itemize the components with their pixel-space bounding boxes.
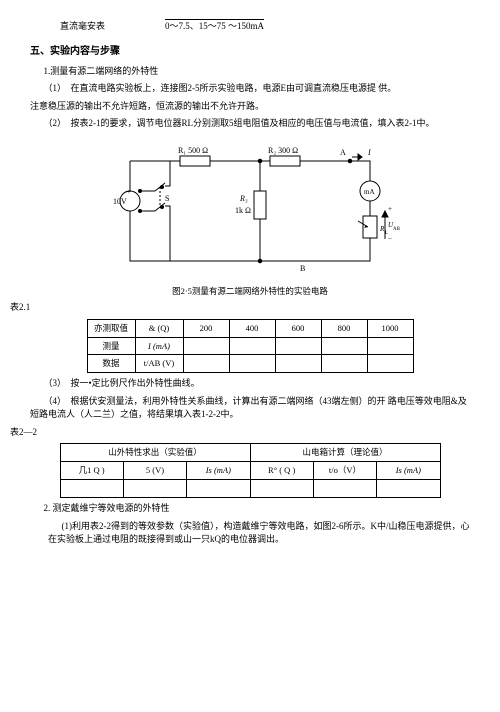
table-2-2-label: 表2—2 [10, 426, 470, 440]
t1-r1c1: 亦测取值 [87, 319, 135, 337]
t2-c3: Is (mA) [187, 462, 250, 480]
p1-note: 注意稳压源的输出不允许短路，恒流源的输出不允许开路。 [30, 100, 470, 114]
t1-r3c1: 数据 [87, 355, 135, 373]
t1-r1c4: 400 [229, 319, 275, 337]
label-a: A [340, 148, 346, 157]
p3: （3） 按一•定比例尺作出外特性曲线。 [30, 377, 470, 391]
t1-r3c2: t/AB (V) [135, 355, 183, 373]
src-plus: + [127, 188, 131, 196]
section-5-title: 五、实验内容与步骤 [30, 44, 470, 59]
t2-c5: t/o（V） [313, 462, 376, 480]
p1-2: （2） 按表2-1的要求，调节电位器RL分别测取5组电阻值及相应的电压值与电流值… [30, 117, 470, 131]
circuit-caption: 图2·5测量有源二端网络外特性的实验电路 [150, 285, 350, 298]
p4: （4） 根据伏安测量法，利用外特性关系曲线，计算出有源二端网络（43端左侧）的开… [30, 395, 470, 422]
t2-c2: 5 (V) [123, 462, 186, 480]
label-b: B [300, 264, 305, 273]
label-rl-sub: L [385, 231, 388, 236]
table-2-1: 亦测取值 & (Q) 200 400 600 800 1000 测量 I (mA… [87, 319, 414, 373]
t1-r1c5: 600 [275, 319, 321, 337]
label-r3: R₃ [239, 194, 248, 203]
t2-c1: 几1 Q ) [60, 462, 123, 480]
p1-1: （1） 在直流电路实验板上，连接图2-5所示实验电路，电源E由可调直流稳压电源提… [30, 82, 470, 96]
t1-r1c3: 200 [183, 319, 229, 337]
t1-r1c7: 1000 [367, 319, 413, 337]
t1-r1c2: & (Q) [135, 319, 183, 337]
t1-r1c6: 800 [321, 319, 367, 337]
header-right: 0～7.5、15～75 ～150mA [165, 20, 264, 34]
label-10v: 10V [113, 197, 127, 206]
label-i: I [367, 148, 371, 157]
label-r1: R₁ 500 Ω [178, 146, 208, 155]
label-r3v: 1k Ω [235, 206, 251, 215]
label-minus: − [388, 235, 392, 243]
p5: 2. 测定戴维宁等效电源的外特性 [44, 502, 471, 516]
t1-r2c1: 测量 [87, 337, 135, 355]
table-2-1-label: 表2.1 [10, 301, 470, 315]
t1-r2c2: I (mA) [135, 337, 183, 355]
label-uab-sub: AB [393, 227, 400, 232]
table-2-2: 山外特性求出（实验值） 山电箱计算（理论值） 几1 Q ) 5 (V) Is (… [60, 443, 441, 498]
circuit-diagram: R₁ 500 Ω R₂ 300 Ω A I 10V S R₃ 1k Ω mA +… [30, 141, 470, 281]
t2-c4: R° ( Q ) [250, 462, 313, 480]
header-left: 直流毫安表 [60, 20, 105, 34]
label-ma: mA [364, 188, 375, 196]
t2-h2: 山电箱计算（理论值） [250, 444, 440, 462]
label-r2: R₂ 300 Ω [268, 146, 298, 155]
t2-h1: 山外特性求出（实验值） [60, 444, 250, 462]
p1: 1.测量有源二端网络的外特性 [44, 65, 471, 79]
label-s: S [165, 194, 169, 203]
t2-c6: Is (mA) [377, 462, 440, 480]
label-plus: + [388, 205, 392, 213]
p5-1: (1)利用表2-2得到的等效参数（实验值），构造戴维宁等效电路，如图2-6所示。… [48, 520, 470, 547]
header-row: 直流毫安表 0～7.5、15～75 ～150mA [60, 20, 470, 34]
